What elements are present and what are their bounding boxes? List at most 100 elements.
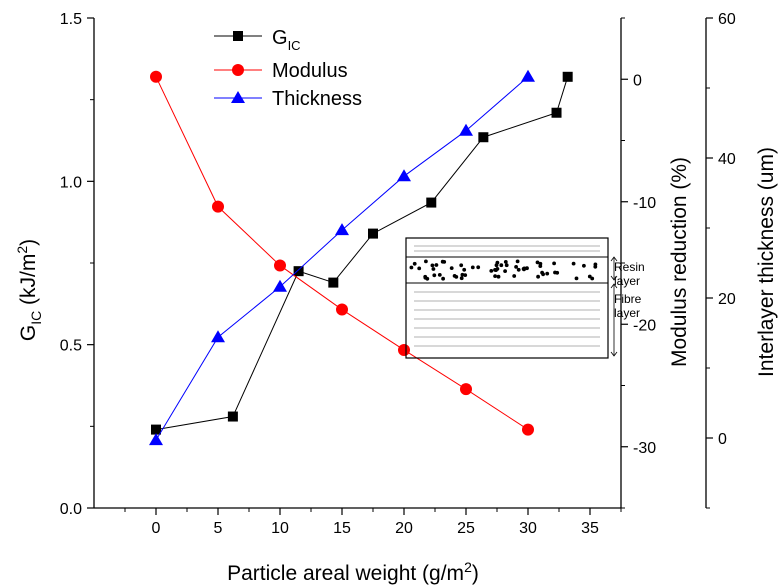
resin-particles [409, 259, 598, 281]
series-line-square [155, 76, 569, 431]
data-point-circle [398, 343, 410, 356]
resin-particle [462, 267, 467, 272]
resin-particle [463, 273, 468, 277]
resin-particle [499, 263, 504, 268]
thickness-tick-label: 20 [718, 291, 736, 308]
modulus-tick-label: 0 [633, 72, 642, 89]
thickness-tick-label: 40 [718, 151, 736, 168]
data-point-square [293, 266, 304, 277]
resin-particle [516, 267, 521, 272]
resin-particle [470, 265, 475, 270]
thickness-tick-label: 0 [718, 431, 727, 448]
resin-particle [495, 260, 500, 265]
resin-particle [441, 276, 445, 281]
data-point-circle [212, 200, 224, 213]
x-axis-title: Particle areal weight (g/m2) [227, 559, 479, 585]
legend-label-gic: GIC [272, 27, 301, 53]
data-point-triangle [521, 69, 535, 82]
data-point-circle [274, 259, 286, 272]
data-point-triangle [335, 223, 349, 236]
thickness-tick-label: 60 [718, 11, 736, 28]
data-point-triangle [149, 433, 163, 446]
data-point-triangle [459, 123, 473, 136]
resin-particle [541, 272, 545, 277]
resin-particle [489, 269, 494, 273]
inset-label-resin-layer: layer [614, 274, 640, 288]
data-point-circle [336, 303, 348, 316]
series-layer [149, 69, 573, 446]
data-point-square [328, 277, 339, 288]
thickness-axis: 0 20 40 60 [706, 11, 736, 509]
data-point-triangle [211, 330, 225, 343]
laminate-schematic: Resin layer Fibre layer [405, 237, 645, 359]
legend-item-gic: GIC [214, 27, 301, 53]
modulus-tick-label: -30 [633, 440, 656, 457]
resin-particle [503, 260, 508, 264]
inset-label-fibre: Fibre [614, 292, 642, 306]
left-axis-title: GIC (kJ/m2) [14, 239, 44, 341]
resin-particle [412, 261, 417, 266]
x-tick-label: 15 [333, 520, 351, 537]
modulus-axis: 0 -10 -20 -30 [621, 17, 656, 509]
x-tick-label: 20 [395, 520, 413, 537]
data-point-square [426, 197, 437, 208]
resin-particle [535, 260, 540, 265]
data-point-circle [460, 383, 472, 396]
resin-particle [515, 259, 520, 264]
resin-particle [452, 274, 457, 278]
data-point-circle [522, 423, 534, 436]
modulus-tick-label: -10 [633, 195, 656, 212]
resin-particle [431, 267, 436, 271]
x-tick-label: 5 [214, 520, 223, 537]
data-point-square [478, 132, 489, 143]
resin-particle [571, 261, 576, 266]
resin-particle [536, 274, 540, 279]
resin-particle [493, 274, 497, 278]
resin-particle [504, 263, 509, 268]
data-point-triangle [273, 279, 287, 292]
inset-label-fibre-layer: layer [614, 306, 640, 320]
series-line-triangle [155, 76, 529, 441]
resin-particle [593, 264, 598, 269]
resin-particle [409, 265, 414, 270]
inset-dimension-arrows [610, 256, 618, 357]
resin-particle [552, 261, 556, 266]
resin-particle [512, 274, 517, 278]
fibre-lines [406, 245, 608, 347]
data-point-square [551, 107, 562, 118]
data-point-square [368, 228, 378, 239]
resin-particle [525, 266, 529, 271]
resin-particle [432, 273, 437, 278]
modulus-axis-title: Modulus reduction (%) [668, 157, 691, 367]
legend-item-modulus: Modulus [214, 60, 348, 82]
resin-particle [437, 273, 442, 277]
x-tick-label: 30 [519, 520, 537, 537]
modulus-tick-label: -20 [633, 317, 656, 334]
left-axis: 0.0 0.5 1.0 1.5 [60, 11, 94, 518]
inset-label-resin: Resin [614, 260, 645, 274]
legend: GIC Modulus Thickness [214, 27, 362, 110]
x-tick-label: 35 [581, 520, 599, 537]
left-tick-label: 1.5 [60, 11, 82, 28]
resin-particle [522, 267, 526, 272]
left-tick-label: 0.5 [60, 338, 82, 355]
resin-particle [503, 269, 507, 273]
x-tick-label: 0 [152, 520, 161, 537]
x-tick-label: 25 [457, 520, 475, 537]
legend-label-modulus: Modulus [272, 60, 348, 82]
resin-particle [582, 263, 586, 268]
resin-particle [440, 259, 445, 264]
left-tick-label: 0.0 [60, 501, 82, 518]
resin-particle [425, 276, 430, 281]
resin-particle [495, 267, 500, 271]
thickness-axis-title: Interlayer thickness (um) [755, 147, 778, 377]
series-line-circle [155, 76, 529, 431]
data-point-triangle [397, 169, 411, 182]
resin-particle [434, 263, 439, 267]
resin-particle [574, 276, 579, 281]
resin-particle [459, 263, 464, 268]
data-point-square [151, 424, 161, 435]
left-tick-label: 1.0 [60, 174, 82, 191]
resin-particle [424, 259, 428, 264]
